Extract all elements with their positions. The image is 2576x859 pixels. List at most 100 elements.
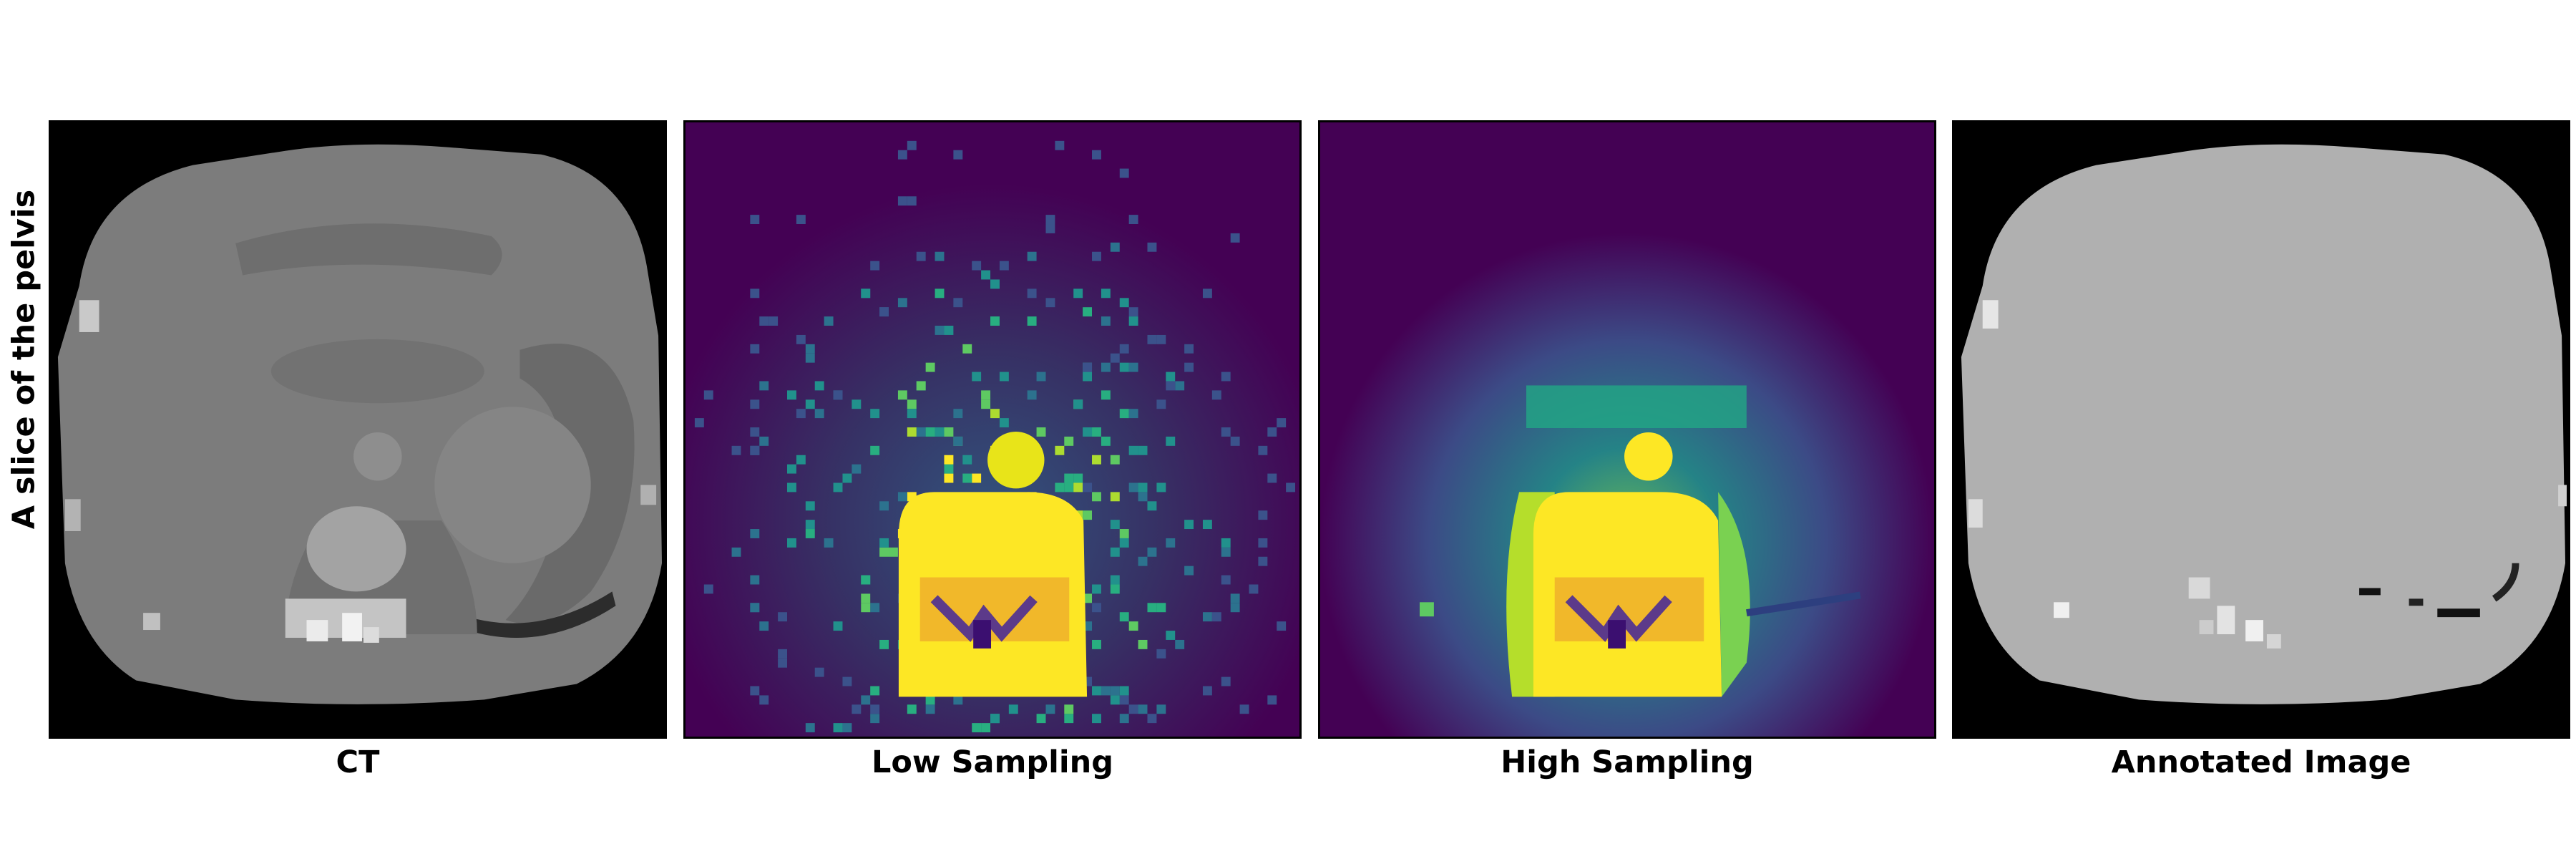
noise-pixel: [990, 714, 1000, 724]
noise-pixel: [1147, 501, 1157, 511]
noise-pixel: [750, 288, 760, 299]
low-sampling-noise: [694, 140, 1296, 733]
noise-pixel: [796, 215, 806, 225]
noise-pixel: [1128, 482, 1138, 492]
noise-pixel: [1110, 575, 1120, 585]
noise-pixel: [925, 695, 935, 705]
high-sampling-panel: [1318, 120, 1936, 739]
noise-pixel: [972, 723, 982, 733]
noise-pixel: [981, 399, 991, 409]
noise-pixel: [1045, 704, 1055, 714]
noise-pixel: [842, 723, 852, 733]
noise-pixel: [824, 316, 834, 326]
noise-pixel: [953, 150, 963, 160]
noise-pixel: [1073, 288, 1083, 299]
noise-pixel: [935, 326, 945, 335]
noise-pixel: [1202, 520, 1212, 530]
low-sampling-panel: [683, 120, 1302, 739]
ct-title: CT: [336, 744, 380, 780]
noise-pixel: [990, 316, 1000, 326]
noise-pixel: [1101, 390, 1111, 400]
noise-pixel: [907, 704, 917, 714]
noise-pixel: [1110, 520, 1120, 530]
noise-pixel: [935, 288, 945, 299]
noise-pixel: [852, 399, 862, 409]
noise-pixel: [935, 251, 945, 261]
noise-pixel: [1092, 251, 1101, 261]
noise-pixel: [1092, 584, 1101, 594]
noise-pixel: [1138, 492, 1148, 502]
noise-pixel: [897, 390, 907, 400]
noise-pixel: [787, 482, 796, 492]
noise-pixel: [861, 695, 871, 705]
noise-pixel: [944, 473, 954, 483]
noise-pixel: [796, 334, 806, 344]
noise-pixel: [907, 427, 917, 437]
noise-pixel: [1128, 409, 1138, 419]
noise-pixel: [1119, 362, 1129, 372]
noise-pixel: [833, 621, 843, 631]
noise-pixel: [1110, 455, 1120, 465]
noise-pixel: [759, 316, 769, 326]
noise-pixel: [1147, 242, 1157, 252]
noise-pixel: [796, 455, 806, 465]
noise-pixel: [870, 603, 880, 613]
noise-pixel: [944, 464, 954, 474]
noise-pixel: [907, 409, 917, 419]
noise-pixel: [1092, 603, 1101, 613]
noise-pixel: [1064, 482, 1074, 492]
noise-pixel: [861, 575, 871, 585]
noise-pixel: [1083, 362, 1093, 372]
noise-pixel: [999, 372, 1009, 382]
noise-pixel: [1221, 676, 1231, 686]
noise-pixel: [981, 723, 991, 733]
noise-pixel: [925, 362, 935, 372]
noise-pixel: [750, 427, 760, 437]
noise-pixel: [972, 261, 982, 271]
noise-pixel: [787, 464, 796, 474]
noise-pixel: [879, 538, 889, 548]
noise-pixel: [703, 390, 713, 400]
noise-pixel: [1202, 686, 1212, 696]
noise-pixel: [1128, 445, 1138, 455]
noise-pixel: [972, 372, 982, 382]
noise-pixel: [1036, 427, 1046, 437]
noise-pixel: [759, 381, 769, 391]
noise-pixel: [1110, 686, 1120, 696]
noise-pixel: [1045, 224, 1055, 233]
noise-pixel: [953, 695, 963, 705]
noise-pixel: [1166, 631, 1176, 640]
noise-pixel: [999, 261, 1009, 271]
noise-pixel: [1128, 704, 1138, 714]
noise-pixel: [833, 390, 843, 400]
noise-pixel: [1286, 482, 1296, 492]
noise-pixel: [750, 686, 760, 696]
noise-pixel: [796, 409, 806, 419]
noise-pixel: [870, 686, 880, 696]
noise-pixel: [1055, 445, 1065, 455]
noise-pixel: [962, 344, 972, 354]
noise-pixel: [1110, 584, 1120, 594]
noise-pixel: [787, 390, 796, 400]
noise-pixel: [1064, 436, 1074, 446]
noise-pixel: [1008, 704, 1018, 714]
noise-pixel: [1119, 686, 1129, 696]
noise-pixel: [1083, 372, 1093, 382]
noise-pixel: [907, 140, 917, 150]
noise-pixel: [907, 196, 917, 206]
noise-pixel: [981, 270, 991, 280]
noise-pixel: [870, 261, 880, 271]
noise-pixel: [814, 409, 824, 419]
noise-pixel: [1110, 547, 1120, 557]
noise-pixel: [1110, 492, 1120, 502]
noise-pixel: [861, 603, 871, 613]
noise-pixel: [1166, 381, 1176, 391]
noise-pixel: [1092, 492, 1101, 502]
noise-pixel: [1211, 390, 1221, 400]
noise-pixel: [861, 288, 871, 299]
annotated-image: [1954, 122, 2568, 737]
high-sampling-title: High Sampling: [1501, 744, 1754, 780]
noise-pixel: [1202, 612, 1212, 622]
noise-pixel: [750, 344, 760, 354]
noise-pixel: [1175, 381, 1185, 391]
